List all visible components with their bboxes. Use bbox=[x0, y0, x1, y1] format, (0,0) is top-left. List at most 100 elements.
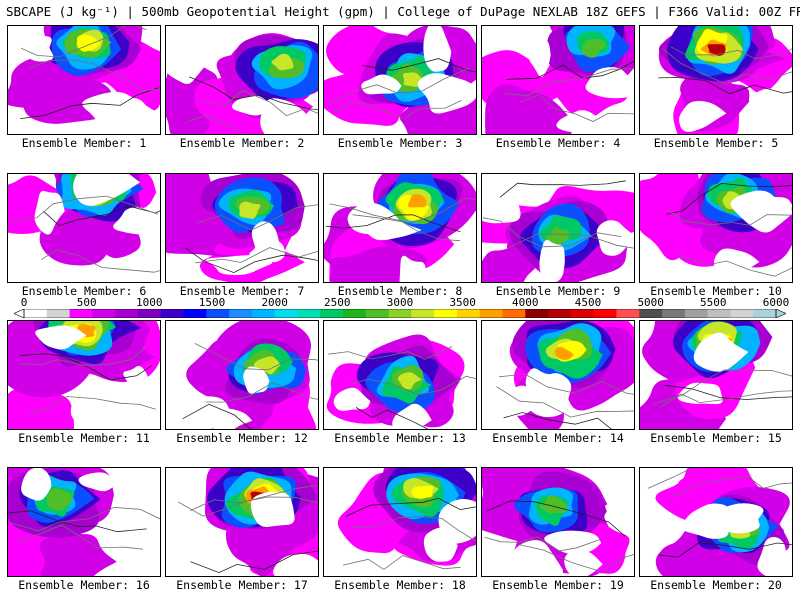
sbcape-field bbox=[482, 468, 634, 576]
colorbar-tick-label: 1000 bbox=[136, 296, 163, 309]
member-map-panel bbox=[165, 467, 319, 577]
geographic-boundary bbox=[499, 180, 626, 198]
geographic-boundary bbox=[659, 541, 792, 558]
geographic-boundary bbox=[182, 403, 253, 429]
colorbar-bin bbox=[639, 309, 663, 318]
member-label: Ensemble Member: 15 bbox=[650, 431, 782, 445]
colorbar-bin bbox=[320, 309, 344, 318]
colorbar-bin bbox=[183, 309, 207, 318]
colorbar-bin bbox=[434, 309, 458, 318]
geographic-boundary bbox=[503, 412, 612, 429]
geographic-boundary bbox=[8, 510, 147, 533]
colorbar-bin bbox=[92, 309, 116, 318]
member-map-panel bbox=[481, 25, 635, 135]
geographic-boundary bbox=[189, 76, 318, 110]
sbcape-field bbox=[324, 26, 476, 134]
geographic-boundary bbox=[190, 550, 318, 574]
geographic-boundary bbox=[19, 353, 153, 381]
geographic-boundary bbox=[328, 346, 453, 360]
cape-contour bbox=[407, 193, 427, 208]
colorbar-tick-label: 4500 bbox=[574, 296, 602, 309]
no-cape-area bbox=[682, 503, 729, 539]
no-cape-area bbox=[399, 255, 426, 282]
member-map-panel bbox=[7, 320, 161, 430]
member-map-panel bbox=[481, 320, 635, 430]
geographic-boundary bbox=[41, 249, 160, 273]
cape-contour bbox=[20, 77, 113, 124]
sbcape-field bbox=[324, 174, 476, 282]
no-cape-area bbox=[204, 408, 253, 429]
geographic-boundary bbox=[658, 77, 792, 95]
sbcape-field bbox=[495, 321, 634, 429]
member-label: Ensemble Member: 12 bbox=[176, 431, 308, 445]
colorbar-tick-label: 2000 bbox=[261, 296, 288, 309]
no-cape-area bbox=[521, 373, 572, 418]
no-cape-area bbox=[482, 176, 521, 224]
sbcape-field bbox=[166, 468, 318, 576]
geographic-boundary bbox=[482, 217, 622, 248]
member-map-panel bbox=[639, 173, 793, 283]
colorbar-bin bbox=[525, 309, 549, 318]
no-cape-area bbox=[21, 468, 52, 501]
no-cape-area bbox=[585, 67, 634, 99]
colorbar-bin bbox=[343, 309, 367, 318]
member-label: Ensemble Member: 18 bbox=[334, 578, 466, 592]
no-cape-area bbox=[741, 196, 792, 218]
sbcape-field bbox=[176, 321, 318, 429]
colorbar-bin bbox=[730, 309, 754, 318]
geographic-boundary bbox=[197, 204, 318, 231]
sbcape-field bbox=[640, 174, 792, 277]
member-label: Ensemble Member: 3 bbox=[337, 136, 463, 150]
no-cape-area bbox=[748, 88, 791, 125]
member-map-panel bbox=[323, 173, 477, 283]
colorbar-bin bbox=[753, 309, 777, 318]
cape-contour bbox=[398, 372, 422, 390]
member-label: Ensemble Member: 10 bbox=[650, 284, 782, 298]
no-cape-area bbox=[166, 49, 206, 84]
geographic-boundary bbox=[18, 524, 143, 550]
no-cape-area bbox=[243, 366, 270, 394]
no-cape-area bbox=[70, 396, 95, 429]
colorbar-tick-label: 3500 bbox=[449, 296, 476, 309]
colorbar-max-arrow bbox=[775, 309, 786, 318]
colorbar-tick-label: 500 bbox=[76, 296, 97, 309]
colorbar-bin bbox=[593, 309, 617, 318]
no-cape-area bbox=[123, 365, 148, 387]
no-cape-area bbox=[539, 239, 565, 282]
geographic-boundary bbox=[504, 68, 634, 97]
member-label: Ensemble Member: 4 bbox=[495, 136, 621, 150]
no-cape-area bbox=[640, 77, 670, 110]
colorbar-bin bbox=[46, 309, 71, 318]
colorbar-bin bbox=[69, 309, 93, 318]
geographic-boundary bbox=[662, 48, 792, 85]
geographic-boundary bbox=[666, 182, 792, 215]
no-cape-area bbox=[250, 491, 295, 528]
member-label: Ensemble Member: 17 bbox=[176, 578, 308, 592]
no-cape-area bbox=[526, 38, 551, 77]
colorbar-bin bbox=[548, 309, 572, 318]
sbcape-field bbox=[324, 468, 476, 570]
geographic-boundary bbox=[185, 247, 318, 274]
no-cape-area bbox=[15, 34, 54, 62]
no-cape-area bbox=[443, 321, 476, 357]
geographic-boundary bbox=[520, 94, 634, 122]
colorbar-tick-label: 1500 bbox=[198, 296, 226, 309]
colorbar-bin bbox=[616, 309, 640, 318]
no-cape-area bbox=[113, 207, 159, 235]
colorbar-bin bbox=[662, 309, 686, 318]
no-cape-area bbox=[417, 73, 476, 114]
colorbar bbox=[14, 309, 786, 318]
no-cape-area bbox=[78, 472, 117, 492]
geographic-boundary bbox=[508, 233, 634, 249]
sbcape-field bbox=[647, 468, 792, 576]
no-cape-area bbox=[679, 100, 727, 132]
geographic-boundary bbox=[326, 214, 461, 233]
geographic-boundary bbox=[352, 197, 476, 224]
cape-contour bbox=[411, 485, 434, 499]
colorbar-bin bbox=[707, 309, 731, 318]
member-label: Ensemble Member: 2 bbox=[179, 136, 305, 150]
geographic-boundary bbox=[484, 536, 601, 552]
member-label: Ensemble Member: 6 bbox=[21, 284, 147, 298]
no-cape-area bbox=[392, 403, 432, 429]
colorbar-bin bbox=[115, 309, 139, 318]
